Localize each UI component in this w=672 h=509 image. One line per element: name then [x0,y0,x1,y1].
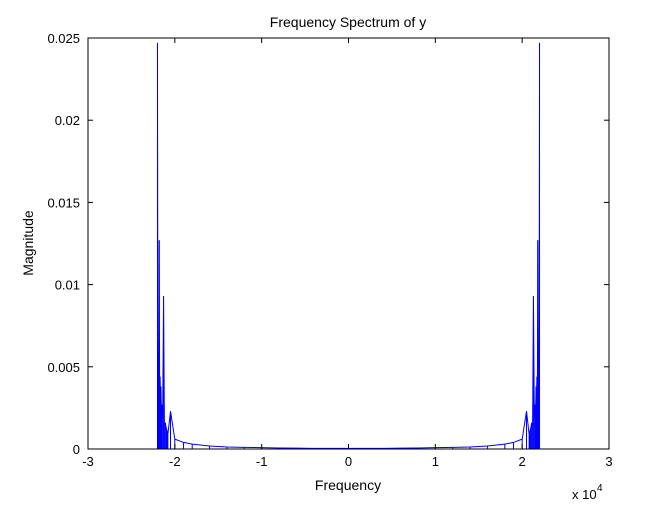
y-tick-label: 0.015 [47,195,80,210]
y-tick-label: 0.02 [55,113,80,128]
series-layer [156,42,541,449]
x-tick-label: -2 [169,454,181,469]
plot-area [88,38,609,449]
x-tick-label: -3 [82,454,94,469]
x-axis-label: Frequency [315,477,381,493]
x-tick-label: 1 [432,454,439,469]
chart-title: Frequency Spectrum of y [270,14,426,30]
y-axis-label: Magnitude [20,210,36,276]
x-multiplier-exponent: 4 [597,483,603,494]
y-tick-label: 0.01 [55,278,80,293]
y-tick-label: 0 [73,442,80,457]
y-tick-label: 0.025 [47,31,80,46]
x-multiplier-base: x 10 [572,487,597,502]
x-tick-label: 2 [519,454,526,469]
y-tick-label: 0.005 [47,360,80,375]
x-tick-label: 0 [345,454,352,469]
x-tick-label: -1 [256,454,268,469]
x-axis: -3 -2 -1 0 1 2 3 [82,38,613,469]
y-axis: 0 0.005 0.01 0.015 0.02 0.025 [47,31,609,457]
x-tick-label: 3 [605,454,612,469]
